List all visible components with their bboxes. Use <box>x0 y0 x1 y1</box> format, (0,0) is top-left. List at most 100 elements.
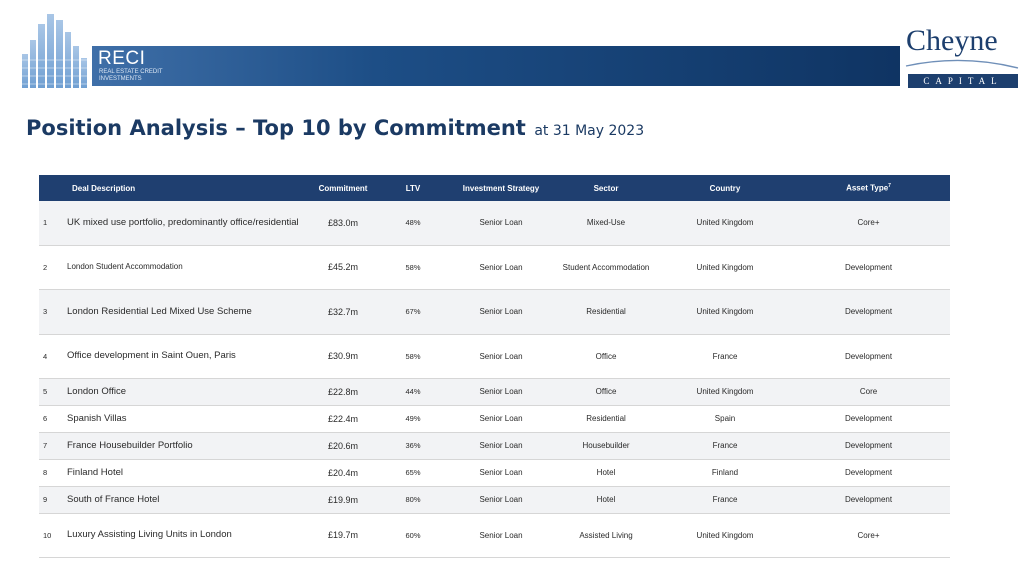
sector: Hotel <box>596 468 616 477</box>
deal-description: London Residential Led Mixed Use Scheme <box>67 305 252 317</box>
header-asset-type-label: Asset Type <box>846 183 889 193</box>
country: France <box>712 351 738 361</box>
header-asset-type-footnote: 7 <box>888 183 891 190</box>
table-row: 3 London Residential Led Mixed Use Scheme… <box>39 289 951 334</box>
commitment-value: £20.6m <box>328 440 359 451</box>
asset-type: Development <box>844 468 893 477</box>
header-deal-description: Deal Description <box>72 183 136 193</box>
header-asset-type: Asset Type7 <box>787 175 950 201</box>
country: United Kingdom <box>696 218 754 228</box>
row-number: 10 <box>43 530 52 540</box>
row-number: 5 <box>43 387 48 396</box>
table-row: 1 UK mixed use portfolio, predominantly o… <box>39 201 951 245</box>
country: France <box>712 441 738 450</box>
row-number: 2 <box>43 262 48 272</box>
row-number: 1 <box>43 218 48 228</box>
investment-strategy: Senior Loan <box>479 441 523 450</box>
ltv-value: 67% <box>405 307 421 316</box>
commitment-value: £45.2m <box>328 262 359 272</box>
commitment-value: £20.4m <box>328 467 359 478</box>
cheyne-capital-logo: Cheyne CAPITAL <box>900 22 1020 90</box>
sector: Residential <box>586 307 626 316</box>
deal-description: UK mixed use portfolio, predominantly of… <box>67 216 299 228</box>
investment-strategy: Senior Loan <box>479 218 523 228</box>
ltv-value: 58% <box>405 262 421 272</box>
table-header-row: Deal Description Commitment LTV Investme… <box>39 175 951 201</box>
investment-strategy: Senior Loan <box>479 351 523 361</box>
deal-description: Finland Hotel <box>67 466 123 478</box>
commitment-value: £19.7m <box>328 530 359 540</box>
table-row: 6 Spanish Villas £22.4m 49% Senior Loan Resid… <box>39 405 951 432</box>
sector: Mixed-Use <box>586 218 626 228</box>
ltv-value: 36% <box>405 441 421 450</box>
deal-description: Luxury Assisting Living Units in London <box>67 529 232 540</box>
reci-title: RECI <box>98 48 146 69</box>
commitment-value: £30.9m <box>328 351 359 361</box>
sector: Housebuilder <box>582 441 630 450</box>
row-number: 4 <box>43 351 48 361</box>
sector: Office <box>595 351 617 361</box>
cheyne-wordmark: Cheyne <box>906 24 998 57</box>
ltv-value: 80% <box>405 495 421 504</box>
asset-type: Core <box>859 387 878 396</box>
row-number: 7 <box>43 441 48 450</box>
page-title-main: Position Analysis – Top 10 by Commitment <box>26 116 526 140</box>
commitment-value: £32.7m <box>328 306 359 317</box>
sector: Hotel <box>596 495 616 504</box>
position-table: Deal Description Commitment LTV Investme… <box>39 175 951 558</box>
country: United Kingdom <box>696 262 754 272</box>
page-title: Position Analysis – Top 10 by Commitment… <box>26 116 644 140</box>
ltv-value: 49% <box>405 414 421 423</box>
investment-strategy: Senior Loan <box>479 307 523 316</box>
asset-type: Development <box>844 351 893 361</box>
asset-type: Development <box>844 441 893 450</box>
deal-description: France Housebuilder Portfolio <box>67 439 193 451</box>
deal-description: Spanish Villas <box>67 412 127 424</box>
country: United Kingdom <box>696 307 754 316</box>
reci-subtitle: Real Estate Credit Investments <box>99 69 163 82</box>
cheyne-capital-label: CAPITAL <box>908 74 1018 88</box>
banner-bar <box>92 46 900 86</box>
row-number: 8 <box>43 468 48 477</box>
reci-skyline-logo-icon <box>20 14 88 88</box>
investment-strategy: Senior Loan <box>479 530 523 540</box>
asset-type: Development <box>844 262 893 272</box>
ltv-value: 58% <box>405 351 421 361</box>
asset-type: Core+ <box>857 530 880 540</box>
header-banner: RECI Real Estate Credit Investments <box>20 10 900 90</box>
table-row: 4 Office development in Saint Ouen, Paris… <box>39 334 951 378</box>
header-ltv: LTV <box>405 183 421 193</box>
investment-strategy: Senior Loan <box>479 468 523 477</box>
commitment-value: £22.4m <box>328 413 359 424</box>
header-country: Country <box>709 183 741 193</box>
ltv-value: 65% <box>405 468 421 477</box>
table-row: 7 France Housebuilder Portfolio £20.6m 36% S… <box>39 432 951 459</box>
table-row: 8 Finland Hotel £20.4m 65% Senior Loan Hotel F… <box>39 459 951 486</box>
deal-description: London Student Accommodation <box>67 262 183 271</box>
country: Finland <box>711 468 739 477</box>
investment-strategy: Senior Loan <box>479 495 523 504</box>
asset-type: Core+ <box>857 218 880 228</box>
table-row: 2 London Student Accommodation £45.2m 58% Se… <box>39 245 951 289</box>
asset-type: Development <box>844 307 893 316</box>
cheyne-swoosh-icon <box>905 59 1019 69</box>
row-number: 3 <box>43 307 48 316</box>
header-sector: Sector <box>593 183 619 193</box>
deal-description: South of France Hotel <box>67 493 160 505</box>
investment-strategy: Senior Loan <box>479 387 523 396</box>
commitment-value: £83.0m <box>328 217 359 228</box>
ltv-value: 48% <box>405 218 421 228</box>
investment-strategy: Senior Loan <box>479 262 523 272</box>
table-row: 10 Luxury Assisting Living Units in Londo… <box>39 513 951 557</box>
country: France <box>712 495 738 504</box>
ltv-value: 60% <box>405 530 421 540</box>
deal-description: London Office <box>67 385 126 397</box>
sector: Residential <box>586 414 626 423</box>
investment-strategy: Senior Loan <box>479 414 523 423</box>
deal-description: Office development in Saint Ouen, Paris <box>67 350 236 361</box>
table-row: 5 London Office £22.8m 44% Senior Loan Office… <box>39 378 951 405</box>
country: United Kingdom <box>696 387 754 396</box>
commitment-value: £22.8m <box>328 386 359 397</box>
sector: Student Accommodation <box>562 262 650 272</box>
asset-type: Development <box>844 495 893 504</box>
